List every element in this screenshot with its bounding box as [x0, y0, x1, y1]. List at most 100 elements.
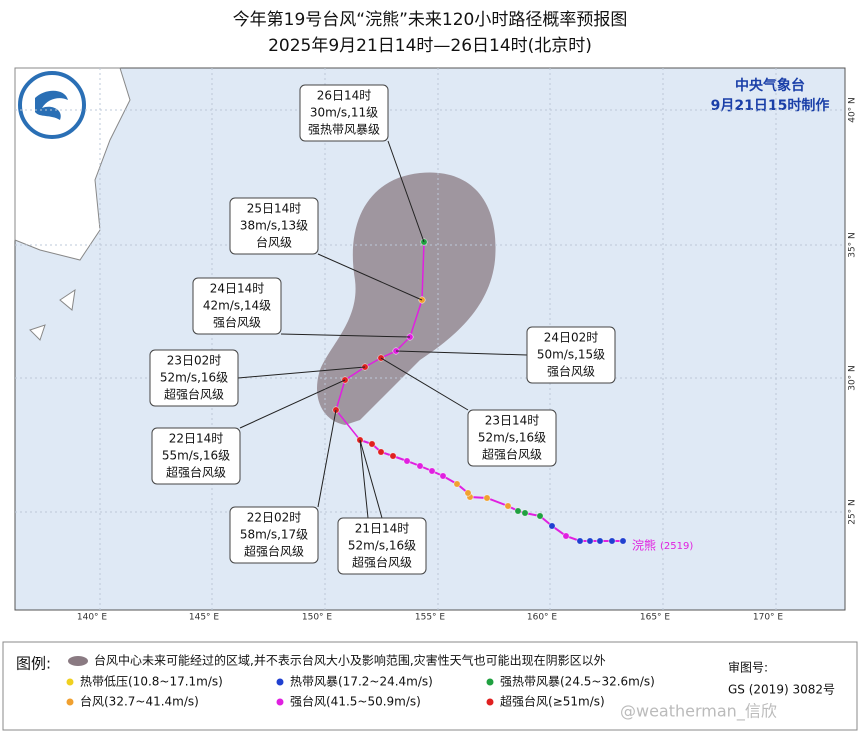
callout-grade: 超强台风级 — [482, 447, 542, 462]
latitude-label: 25° N — [848, 499, 858, 525]
callout-box — [149, 349, 239, 407]
callout-time: 23日02时 — [167, 354, 222, 368]
callout-wind: 42m/s,14级 — [203, 299, 271, 313]
legend-dot — [486, 698, 494, 706]
callout-grade: 强台风级 — [213, 315, 261, 330]
track-point — [608, 537, 616, 545]
callout-box — [151, 427, 241, 485]
longitude-label: 165° E — [640, 613, 671, 623]
callout-line — [317, 253, 423, 301]
legend-item: 热带低压(10.8~17.1m/s) — [80, 675, 223, 689]
legend-item: 台风(32.7~41.4m/s) — [80, 694, 199, 709]
longitude-label: 150° E — [302, 613, 333, 623]
callout-line — [359, 439, 383, 519]
track-point — [464, 489, 472, 497]
issue-time: 9月21日15时制作 — [711, 97, 830, 114]
callout-time: 21日14时 — [355, 522, 410, 536]
callout-time: 22日02时 — [247, 511, 302, 525]
legend-cone-text: 台风中心未来可能经过的区域,并不表示台风大小及影响范围,灾害性天气也可能出现在阴… — [94, 653, 606, 668]
callout-line — [280, 333, 411, 338]
legend-dot — [486, 678, 494, 686]
track-point — [514, 507, 522, 515]
latitude-label: 35° N — [848, 232, 858, 258]
logo-mark — [35, 90, 68, 120]
callout-wind: 50m/s,15级 — [537, 348, 605, 362]
legend-item: 超强台风(≥51m/s) — [500, 694, 605, 709]
longitude-label: 160° E — [527, 613, 558, 623]
track-point — [453, 480, 461, 488]
track-point — [439, 472, 447, 480]
callout-box — [192, 277, 282, 335]
latitude-label: 40° N — [848, 97, 858, 123]
callout-grade: 强台风级 — [547, 364, 595, 379]
longitude-label: 145° E — [189, 613, 220, 623]
track-point — [483, 494, 491, 502]
track-point — [428, 467, 436, 475]
callout-line — [380, 357, 469, 411]
track-point — [596, 537, 604, 545]
callout-line — [317, 409, 337, 508]
legend-item: 热带风暴(17.2~24.4m/s) — [290, 675, 433, 689]
callout-wind: 38m/s,13级 — [240, 219, 308, 233]
longitude-label: 140° E — [77, 613, 108, 623]
callout-grade: 超强台风级 — [352, 555, 412, 570]
approval-label: 审图号: — [728, 660, 768, 675]
callout-time: 23日14时 — [485, 414, 540, 428]
legend-dot — [66, 678, 74, 686]
callout-line — [239, 379, 346, 429]
legend-item: 强热带风暴(24.5~32.6m/s) — [500, 675, 655, 689]
callout-time: 25日14时 — [247, 202, 302, 216]
callout-grade: 强热带风暴级 — [308, 123, 380, 137]
callout-grade: 超强台风级 — [164, 387, 224, 402]
subtitle: 2025年9月21日14时—26日14时(北京时) — [268, 36, 592, 56]
track-point — [403, 457, 411, 465]
title: 今年第19号台风“浣熊”未来120小时路径概率预报图 — [233, 10, 628, 30]
legend-dot — [276, 698, 284, 706]
track-point — [536, 512, 544, 520]
approval-number: GS (2019) 3082号 — [728, 683, 835, 697]
track-point — [521, 509, 529, 517]
track-point — [504, 502, 512, 510]
track-point — [368, 440, 376, 448]
callout-wind: 52m/s,16级 — [160, 371, 228, 385]
callout-box — [229, 506, 319, 564]
track-point — [416, 462, 424, 470]
typhoon-name: 浣熊 — [632, 538, 656, 553]
legend-title: 图例: — [16, 655, 51, 673]
legend-box — [2, 641, 858, 731]
latitude-label: 30° N — [848, 365, 858, 391]
callout-box — [467, 409, 557, 467]
callout-wind: 55m/s,16级 — [162, 449, 230, 463]
legend-cone-swatch — [68, 656, 88, 666]
callout-line — [359, 439, 369, 519]
callout-time: 22日14时 — [169, 432, 224, 446]
legend-item: 强台风(41.5~50.9m/s) — [290, 694, 421, 709]
callout-box — [526, 326, 616, 384]
callout-time: 24日02时 — [544, 331, 599, 345]
track-point — [586, 537, 594, 545]
callout-wind: 52m/s,16级 — [348, 539, 416, 553]
callout-time: 26日14时 — [317, 89, 372, 103]
longitude-label: 170° E — [753, 613, 784, 623]
callout-line — [387, 140, 425, 243]
probability-cone — [317, 172, 496, 425]
callout-box — [299, 84, 389, 142]
track-point — [619, 537, 627, 545]
callout-line — [395, 350, 528, 356]
watermark: @weatherman_信欣 — [620, 702, 777, 722]
callout-wind: 58m/s,17级 — [240, 528, 308, 542]
logo — [18, 71, 86, 139]
callout-wind: 30m/s,11级 — [310, 106, 378, 120]
legend-dot — [276, 678, 284, 686]
typhoon-code: (2519) — [660, 541, 693, 552]
track-point — [377, 448, 385, 456]
callout-wind: 52m/s,16级 — [478, 431, 546, 445]
legend-dot — [66, 698, 74, 706]
callout-time: 24日14时 — [210, 282, 265, 296]
callout-line — [237, 366, 366, 379]
islands — [29, 288, 76, 341]
agency-name: 中央气象台 — [735, 77, 805, 94]
callout-box — [337, 517, 427, 575]
callout-grade: 台风级 — [256, 235, 292, 250]
